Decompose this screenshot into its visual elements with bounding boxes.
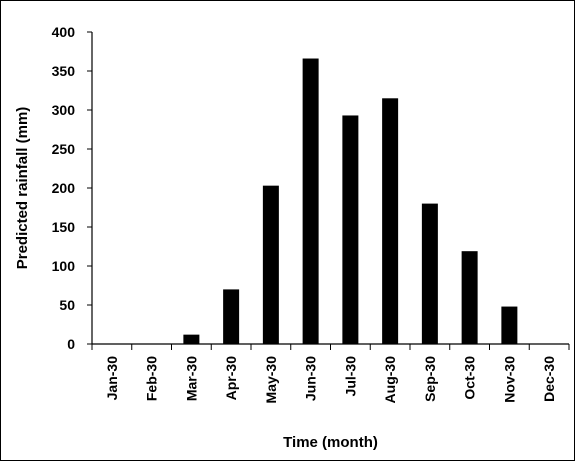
x-axis-title: Time (month): [283, 434, 378, 451]
x-tick-label: Sep-30: [422, 356, 438, 402]
y-tick-label: 400: [52, 24, 76, 40]
y-tick-label: 150: [52, 219, 76, 235]
y-tick-label: 300: [52, 102, 76, 118]
x-tick-label: Jun-30: [303, 356, 319, 401]
bar-sep-30: [421, 203, 438, 344]
bar-may-30: [262, 185, 279, 344]
bar-jul-30: [342, 115, 359, 345]
y-tick-label: 200: [52, 180, 76, 196]
bar-aug-30: [382, 98, 399, 344]
y-tick-label: 0: [67, 336, 75, 352]
y-tick-label: 250: [52, 141, 76, 157]
bar-apr-30: [223, 289, 240, 344]
x-tick-label: Oct-30: [462, 356, 478, 400]
y-tick-label: 50: [59, 297, 75, 313]
x-tick-label: Jul-30: [342, 356, 358, 397]
bar-mar-30: [183, 334, 200, 344]
y-axis-title: Predicted rainfall (mm): [14, 107, 31, 270]
bar-oct-30: [461, 251, 478, 344]
x-tick-label: Jan-30: [104, 356, 120, 401]
bar-nov-30: [501, 306, 518, 344]
bar-jun-30: [302, 58, 319, 345]
bars: [183, 58, 518, 345]
x-tick-label: Mar-30: [183, 356, 199, 401]
y-axis: 0 50 100 150 200 250 300 350 400: [52, 24, 93, 352]
x-tick-label: Aug-30: [382, 356, 398, 404]
x-tick-label: May-30: [263, 356, 279, 404]
y-tick-label: 350: [52, 63, 76, 79]
x-tick-label: Nov-30: [501, 356, 517, 403]
x-tick-label: Dec-30: [541, 356, 557, 402]
x-axis: Jan-30 Feb-30 Mar-30 Apr-30 May-30 Jun-30 Jul-…: [91, 343, 570, 404]
x-tick-label: Apr-30: [223, 356, 239, 401]
y-tick-label: 100: [52, 258, 76, 274]
x-tick-label: Feb-30: [144, 356, 160, 401]
